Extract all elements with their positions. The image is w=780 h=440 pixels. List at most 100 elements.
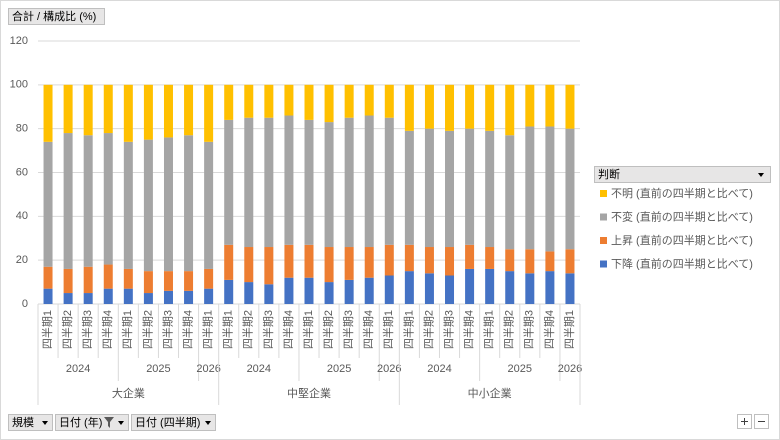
y-tick-label: 0	[22, 298, 28, 310]
axis-field-button[interactable]	[131, 414, 216, 431]
year-label: 2025	[508, 363, 532, 375]
bar-segment	[184, 271, 194, 291]
bar-segment	[163, 137, 173, 272]
bar-segment	[163, 271, 173, 291]
bar-segment	[485, 84, 495, 131]
bar-segment	[103, 264, 113, 289]
x-tick-label: 四半期1	[120, 310, 134, 349]
axis-field-label: 日付 (四半期)	[135, 415, 200, 429]
bar-segment	[324, 282, 334, 304]
bar-segment	[505, 271, 515, 304]
x-tick-label: 四半期4	[180, 310, 194, 349]
bar-segment	[424, 247, 434, 274]
x-tick-label: 四半期2	[421, 310, 435, 349]
y-tick-label: 40	[16, 210, 28, 222]
bar-segment	[304, 119, 314, 245]
legend-swatch	[600, 213, 607, 221]
legend-title: 判断	[598, 167, 620, 181]
year-label: 2026	[196, 363, 220, 375]
x-tick-label: 四半期3	[441, 310, 455, 349]
bar-segment	[83, 135, 93, 267]
y-tick-label: 60	[16, 166, 28, 178]
y-tick-label: 80	[16, 123, 28, 135]
bar-segment	[485, 268, 495, 304]
bar-segment	[364, 247, 374, 278]
bar-segment	[424, 84, 434, 129]
dropdown-arrow	[205, 421, 211, 425]
bar-segment	[43, 288, 53, 304]
x-tick-label: 四半期2	[60, 310, 74, 349]
x-tick-label: 四半期1	[401, 310, 415, 349]
bar-segment	[364, 115, 374, 248]
bar-segment	[284, 277, 294, 304]
bar-segment	[424, 128, 434, 248]
bar-segment	[244, 247, 254, 283]
year-label: 2026	[558, 363, 582, 375]
bar-segment	[264, 247, 274, 285]
bar-segment	[445, 130, 455, 248]
bar-segment	[525, 249, 535, 274]
x-tick-label: 四半期2	[241, 310, 255, 349]
bar-segment	[264, 284, 274, 304]
legend-label: 不変 (直前の四半期と比べて)	[611, 209, 753, 223]
year-label: 2026	[377, 363, 401, 375]
bar-segment	[565, 273, 575, 304]
bar-segment	[123, 268, 133, 289]
bar-segment	[224, 84, 234, 120]
year-label: 2024	[66, 363, 90, 375]
y-tick-label: 120	[10, 35, 28, 47]
legend-swatch	[600, 190, 607, 197]
x-tick-label: 四半期1	[40, 310, 54, 349]
bar-segment	[384, 84, 394, 118]
axis-field-button[interactable]	[8, 414, 53, 431]
year-label: 2024	[427, 363, 451, 375]
value-field-label: 合計 / 構成比 (%)	[12, 9, 96, 23]
bar-segment	[244, 282, 254, 304]
filter-icon	[104, 417, 114, 428]
group-label: 大企業	[112, 386, 145, 400]
bar-segment	[43, 84, 53, 142]
bar-segment	[404, 84, 414, 131]
bar-segment	[565, 249, 575, 274]
bar-segment	[103, 84, 113, 134]
bar-segment	[204, 84, 214, 142]
x-tick-label: 四半期1	[301, 310, 315, 349]
bar-segment	[565, 128, 575, 250]
axis-field-label: 日付 (年)	[59, 415, 102, 429]
x-tick-label: 四半期4	[281, 310, 295, 349]
bar-segment	[465, 84, 475, 129]
bar-segment	[204, 288, 214, 304]
bar-segment	[83, 293, 93, 304]
x-tick-label: 四半期3	[80, 310, 94, 349]
bar-segment	[445, 84, 455, 131]
x-tick-label: 四半期4	[542, 310, 556, 349]
bar-segment	[445, 275, 455, 304]
bar-segment	[384, 117, 394, 245]
x-tick-label: 四半期4	[100, 310, 114, 349]
bar-segment	[344, 247, 354, 280]
bar-segment	[103, 288, 113, 304]
bar-segment	[63, 133, 73, 269]
bar-segment	[364, 84, 374, 116]
value-field-button[interactable]	[8, 8, 105, 25]
x-tick-label: 四半期1	[221, 310, 235, 349]
x-tick-label: 四半期2	[502, 310, 516, 349]
bar-segment	[143, 293, 153, 304]
x-tick-label: 四半期4	[461, 310, 475, 349]
bar-segment	[284, 84, 294, 116]
bar-segment	[465, 244, 475, 269]
bar-segment	[364, 277, 374, 304]
bar-segment	[244, 117, 254, 248]
legend-title-button[interactable]	[594, 166, 771, 183]
plus-icon	[741, 418, 748, 425]
bar-segment	[83, 84, 93, 136]
bar-segment	[184, 135, 194, 272]
bar-segment	[184, 290, 194, 304]
bar-segment	[505, 249, 515, 272]
x-tick-label: 四半期1	[381, 310, 395, 349]
bar-segment	[404, 130, 414, 245]
bar-segment	[63, 293, 73, 304]
x-tick-label: 四半期1	[482, 310, 496, 349]
legend-label: 下降 (直前の四半期と比べて)	[611, 256, 753, 270]
